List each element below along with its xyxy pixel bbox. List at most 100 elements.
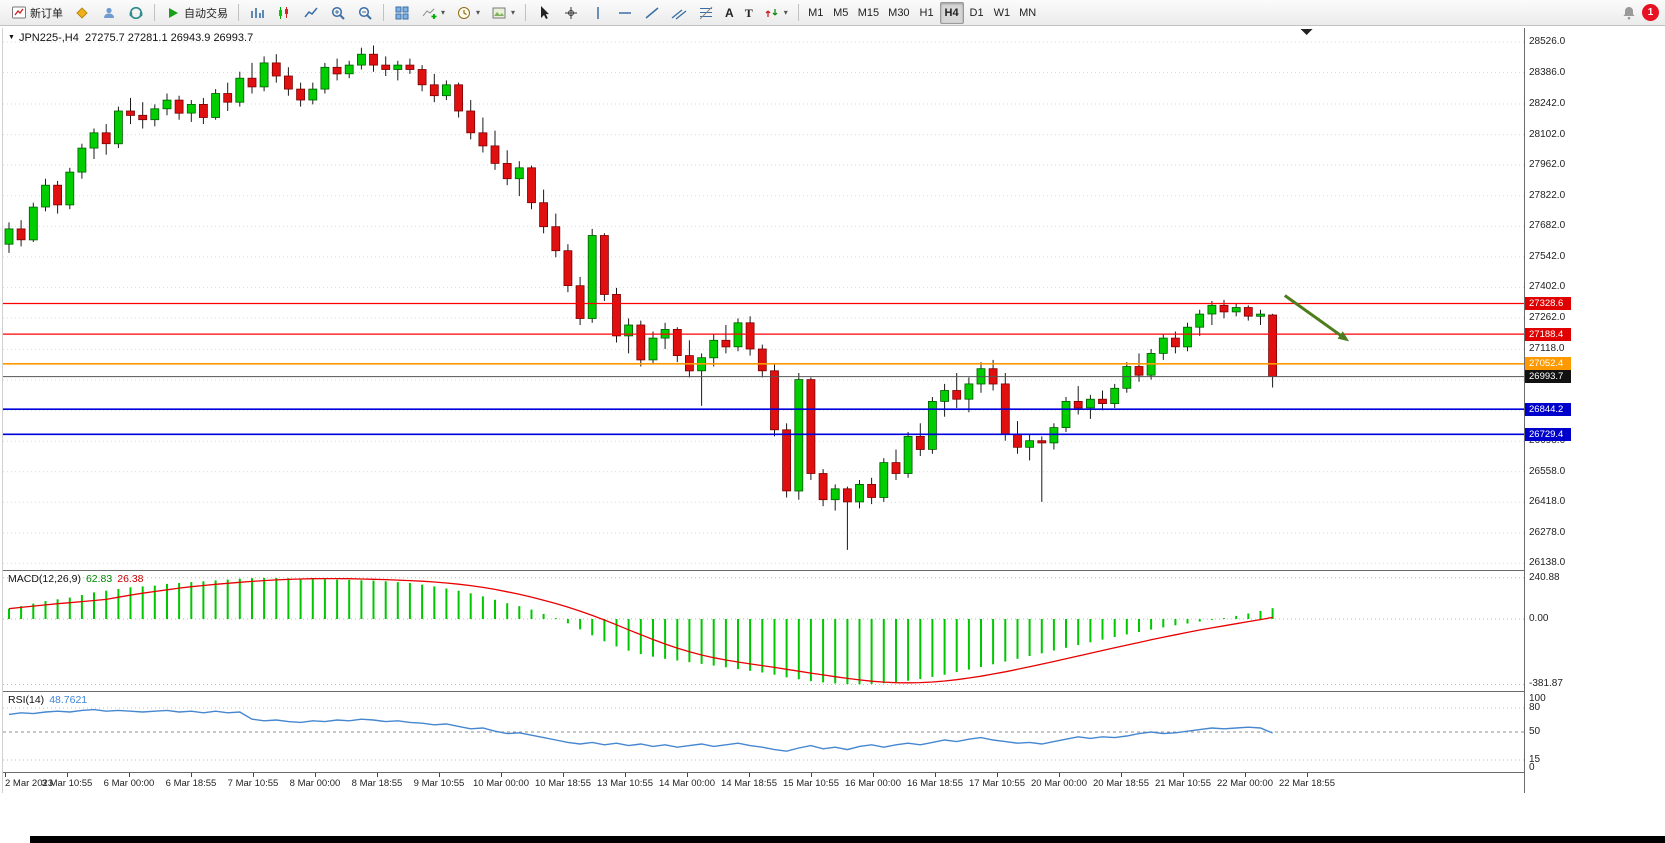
- axis-label: 28102.0: [1529, 128, 1566, 140]
- cursor-icon: [541, 5, 550, 19]
- axis-label: -381.87: [1529, 678, 1563, 690]
- time-label: 2 Mar 2023: [5, 778, 54, 789]
- one-click-trading-arrow[interactable]: ▼: [8, 34, 15, 41]
- crosshair-tool-button[interactable]: [558, 2, 584, 24]
- add-indicator-button[interactable]: ▾: [416, 2, 450, 24]
- price-tag[interactable]: 26729.4: [1525, 427, 1571, 441]
- chart-area: ▼ JPN225-,H4 27275.7 27281.1 26943.9 2699…: [0, 26, 1665, 836]
- time-label: 6 Mar 00:00: [103, 778, 155, 789]
- time-tick: [1245, 773, 1246, 777]
- crosshair-icon: [565, 6, 578, 19]
- text-icon: A: [725, 5, 734, 20]
- time-tick: [191, 773, 192, 777]
- chevron-down-icon: ▾: [783, 8, 788, 17]
- rsi-axis[interactable]: 100 80 50 15 0: [1525, 692, 1571, 773]
- toolbar-separator: [383, 4, 384, 21]
- toolbar-separator: [525, 4, 527, 21]
- time-tick: [377, 773, 378, 777]
- price-tag[interactable]: 26993.7: [1525, 370, 1571, 384]
- time-label: 6 Mar 18:55: [165, 778, 217, 789]
- timeframe-M1[interactable]: M1: [804, 2, 828, 24]
- timeframe-MN[interactable]: MN: [1015, 2, 1040, 24]
- horizontal-line-tool-button[interactable]: [612, 2, 638, 24]
- price-tag[interactable]: 26844.2: [1525, 402, 1571, 416]
- vertical-line-tool-button[interactable]: [585, 2, 611, 24]
- arrows-icon: [765, 8, 778, 17]
- templates-button[interactable]: ▾: [486, 2, 520, 24]
- axis-label: 28242.0: [1529, 97, 1566, 109]
- new-order-icon: [12, 6, 26, 18]
- time-tick: [67, 773, 68, 777]
- zoom-out-button[interactable]: [352, 2, 378, 24]
- axis-label: 100: [1529, 693, 1546, 704]
- price-tag[interactable]: 27052.4: [1525, 357, 1571, 371]
- time-tick: [129, 773, 130, 777]
- rsi-panel: RSI(14) 48.7621: [3, 692, 1524, 773]
- time-tick: [1183, 773, 1184, 777]
- timeframe-H1[interactable]: H1: [915, 2, 939, 24]
- horizontal-line-icon: [619, 11, 632, 14]
- time-label: 3 Mar 10:55: [41, 778, 93, 789]
- time-tick: [563, 773, 564, 777]
- plot-column: ▼ JPN225-,H4 27275.7 27281.1 26943.9 2699…: [2, 28, 1525, 793]
- axis-label: 26278.0: [1529, 526, 1566, 538]
- candlestick-chart-icon: [279, 6, 288, 19]
- time-axis[interactable]: 2 Mar 2023 3 Mar 10:55 6 Mar 00:00 6 Mar 18…: [3, 773, 1524, 793]
- time-tick: [315, 773, 316, 777]
- notifications-bell-icon[interactable]: [1621, 5, 1637, 21]
- ohlc-header: ▼ JPN225-,H4 27275.7 27281.1 26943.9 2699…: [8, 32, 253, 44]
- promo-button[interactable]: [69, 2, 95, 24]
- time-label: 10 Mar 18:55: [535, 778, 591, 789]
- timeframe-W1[interactable]: W1: [990, 2, 1015, 24]
- text-label-tool-button[interactable]: T: [740, 2, 758, 24]
- new-order-button[interactable]: 新订单: [6, 2, 68, 24]
- macd-signal-value: 26.38: [117, 573, 144, 585]
- notification-badge[interactable]: 1: [1642, 4, 1659, 21]
- text-tool-button[interactable]: A: [720, 2, 739, 24]
- support-headset-icon: [129, 6, 143, 19]
- autotrading-play-icon: [169, 7, 178, 18]
- timeframe-M5[interactable]: M5: [829, 2, 853, 24]
- time-tick: [1307, 773, 1308, 777]
- account-button[interactable]: [96, 2, 122, 24]
- zoom-in-button[interactable]: [325, 2, 351, 24]
- zoom-in-icon: [331, 6, 345, 20]
- autotrading-button[interactable]: 自动交易: [160, 2, 233, 24]
- fibonacci-tool-button[interactable]: [693, 2, 719, 24]
- main-chart-canvas[interactable]: [3, 28, 1524, 570]
- rsi-value: 48.7621: [49, 694, 88, 706]
- trendline-tool-button[interactable]: [639, 2, 665, 24]
- price-axis[interactable]: 28526.0 28386.0 28242.0 28102.0 27962.0 27822…: [1525, 28, 1571, 571]
- line-chart-button[interactable]: [298, 2, 324, 24]
- time-tick: [625, 773, 626, 777]
- macd-axis[interactable]: 240.88 0.00 -381.87: [1525, 571, 1571, 692]
- cursor-tool-button[interactable]: [531, 2, 557, 24]
- rsi-label: RSI(14) 48.7621: [8, 694, 87, 706]
- axis-label: 28526.0: [1529, 35, 1566, 47]
- channel-tool-button[interactable]: [666, 2, 692, 24]
- axis-label: 27542.0: [1529, 250, 1566, 262]
- bar-chart-button[interactable]: [244, 2, 270, 24]
- axis-label: 27682.0: [1529, 220, 1566, 232]
- support-button[interactable]: [123, 2, 149, 24]
- periods-button[interactable]: ▾: [451, 2, 485, 24]
- axis-label: 0: [1529, 762, 1535, 773]
- arrows-tool-button[interactable]: ▾: [759, 2, 793, 24]
- price-tag[interactable]: 27188.4: [1525, 327, 1571, 341]
- rsi-canvas[interactable]: [3, 692, 1524, 772]
- axis-label: 27118.0: [1529, 343, 1565, 355]
- time-label: 7 Mar 10:55: [227, 778, 279, 789]
- time-tick: [687, 773, 688, 777]
- timeframe-H4[interactable]: H4: [939, 1, 964, 24]
- macd-canvas[interactable]: [3, 571, 1524, 691]
- candlestick-chart-button[interactable]: [271, 2, 297, 24]
- tile-windows-button[interactable]: [389, 2, 415, 24]
- price-tag[interactable]: 27328.6: [1525, 296, 1571, 310]
- timeframe-D1[interactable]: D1: [965, 2, 989, 24]
- timeframe-M15[interactable]: M15: [854, 2, 883, 24]
- equidistant-channel-icon: [671, 8, 687, 20]
- time-tick: [439, 773, 440, 777]
- time-label: 9 Mar 10:55: [413, 778, 465, 789]
- timeframe-M30[interactable]: M30: [884, 2, 913, 24]
